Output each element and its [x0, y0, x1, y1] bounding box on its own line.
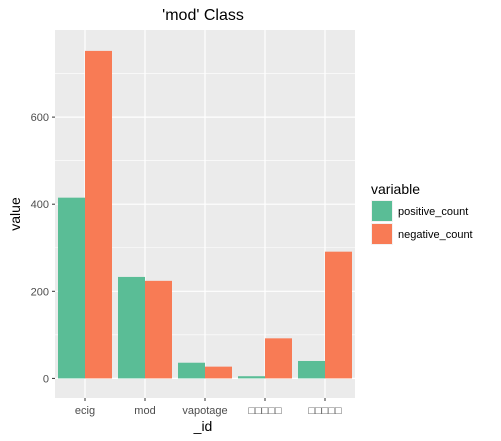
y-tick-label: 0 [43, 373, 49, 385]
legend: variable positive_count negative_count [371, 181, 473, 245]
bars [58, 50, 352, 379]
y-axis-title: value [7, 197, 23, 231]
bar-positive_count [118, 276, 145, 379]
legend-swatch-negative_count [372, 224, 392, 244]
x-tick-label: mod [134, 405, 155, 417]
chart-title: 'mod' Class [162, 7, 244, 24]
bar-negative_count [145, 280, 172, 379]
y-tick-label: 200 [31, 286, 49, 298]
legend-label-positive_count: positive_count [398, 206, 468, 218]
x-axis-title: _id [193, 418, 213, 434]
x-tick-label: ecig [75, 405, 95, 417]
x-tick-label: vapotage [182, 405, 227, 417]
bar-positive_count [298, 360, 325, 379]
bar-negative_count [325, 251, 352, 379]
y-tick-label: 600 [31, 112, 49, 124]
bar-negative_count [205, 366, 232, 379]
bar-negative_count [85, 50, 112, 379]
bar-positive_count [58, 197, 85, 379]
x-tick-label: □□□□□ [308, 405, 342, 417]
legend-title: variable [371, 181, 420, 197]
y-axis: 0 200 400 600 [31, 112, 55, 385]
x-tick-label: □□□□□ [248, 405, 282, 417]
bar-negative_count [265, 338, 292, 379]
bar-positive_count [178, 362, 205, 379]
x-axis: ecig mod vapotage □□□□□ □□□□□ [75, 398, 342, 417]
legend-label-negative_count: negative_count [398, 229, 473, 241]
bar-positive_count [238, 376, 265, 379]
legend-swatch-positive_count [372, 201, 392, 221]
y-tick-label: 400 [31, 199, 49, 211]
